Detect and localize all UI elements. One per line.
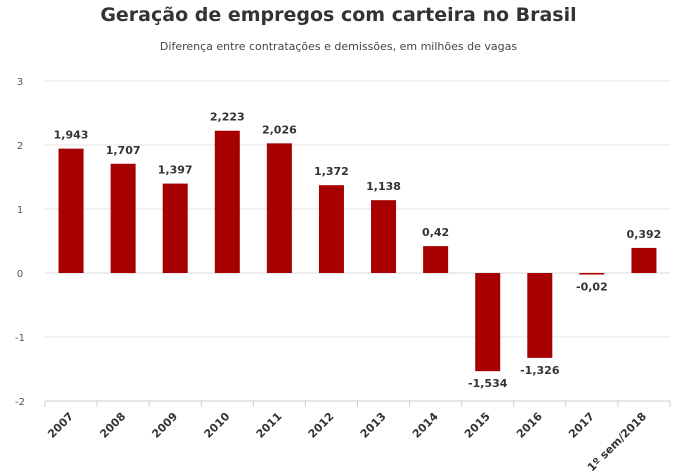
y-tick-label: 1	[17, 205, 23, 216]
x-tick-label: 2011	[254, 410, 285, 441]
data-label: 1,372	[314, 165, 349, 178]
data-label: -0,02	[576, 280, 608, 293]
x-tick-label: 2015	[462, 410, 493, 441]
chart-subtitle: Diferença entre contratações e demissões…	[159, 40, 518, 53]
bar	[527, 273, 553, 358]
data-label: 0,392	[627, 228, 662, 241]
bar	[162, 183, 188, 273]
bar	[214, 130, 240, 273]
bar	[318, 185, 344, 273]
x-tick-label: 2009	[149, 410, 180, 441]
bar	[58, 148, 84, 273]
bar	[631, 247, 657, 273]
y-tick-label: -1	[15, 333, 25, 344]
bar	[475, 273, 501, 372]
data-label: 0,42	[422, 226, 449, 239]
x-tick-label: 2013	[358, 410, 389, 441]
data-labels: 1,943 1,707 1,397 2,223 2,026 1,372 1,138 0,42 -…	[54, 111, 662, 390]
gridlines	[45, 80, 670, 402]
bar	[423, 246, 449, 273]
chart-title: Geração de empregos com carteira no Bras…	[100, 4, 577, 26]
bars	[58, 130, 657, 372]
data-label: 2,223	[210, 111, 245, 124]
y-tick-label: -2	[15, 397, 25, 408]
x-tick-label: 2012	[306, 410, 337, 441]
data-label: 1,397	[158, 164, 193, 177]
x-tick-label: 2008	[97, 410, 128, 441]
x-tick-label: 2010	[202, 410, 233, 441]
x-tick-label: 2014	[410, 410, 441, 441]
bar	[110, 163, 136, 273]
x-axis-category-separators	[44, 400, 671, 407]
data-label: 2,026	[262, 123, 297, 136]
data-label: -1,326	[520, 364, 560, 377]
bar	[371, 200, 397, 273]
y-tick-label: 3	[17, 77, 23, 88]
bar	[266, 143, 292, 273]
y-tick-label: 0	[17, 269, 23, 280]
y-axis-ticks: 3 2 1 0 -1 -2	[15, 77, 25, 408]
data-label: 1,943	[54, 129, 89, 142]
data-label: 1,707	[106, 144, 141, 157]
x-tick-label: 2016	[514, 410, 545, 441]
bar	[579, 273, 605, 275]
data-label: -1,534	[468, 377, 508, 390]
x-axis-labels: 2007 2008 2009 2010 2011 2012 2013 2014 2015 2016…	[45, 410, 649, 472]
x-tick-label: 2007	[45, 410, 76, 441]
data-label: 1,138	[366, 180, 401, 193]
x-tick-label: 2017	[566, 410, 597, 441]
y-tick-label: 2	[17, 141, 23, 152]
